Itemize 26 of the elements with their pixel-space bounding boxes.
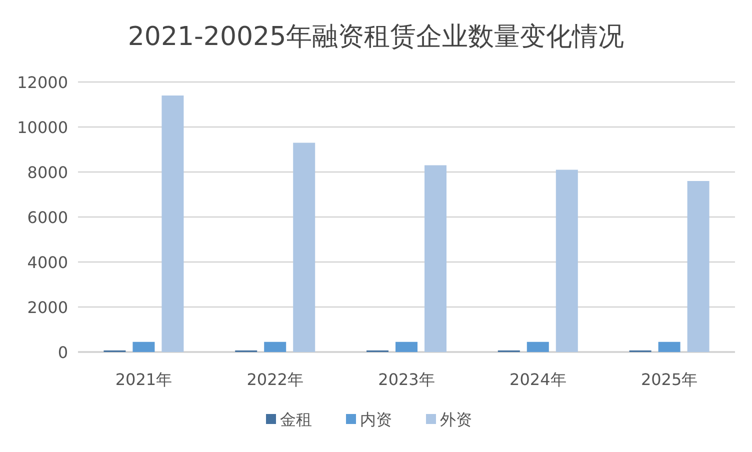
x-tick-label: 2024年 [510,370,566,389]
bar [424,165,446,352]
chart-title: 2021-20025年融资租赁企业数量变化情况 [128,22,624,52]
y-tick-label: 10000 [17,118,68,137]
y-tick-label: 4000 [27,253,68,272]
y-tick-label: 6000 [27,208,68,227]
x-tick-label: 2022年 [246,370,304,389]
bar [687,181,710,352]
bar [396,342,418,352]
x-tick-label: 2025年 [640,370,698,389]
x-tick-label: 2021年 [115,370,172,389]
legend-label: 金租 [280,410,312,429]
y-tick-label: 0 [58,343,68,362]
y-tick-label: 8000 [27,163,68,182]
bar [556,170,578,352]
legend-label: 内资 [360,410,392,429]
y-tick-label: 2000 [27,298,68,317]
bar [162,96,184,352]
x-tick-label: 2023年 [378,370,435,389]
bar [526,342,549,352]
bar [293,142,316,352]
bar [264,342,286,352]
bar [132,342,155,352]
bar [658,342,680,352]
y-tick-label: 12000 [17,73,68,92]
legend-label: 外资 [440,410,472,429]
